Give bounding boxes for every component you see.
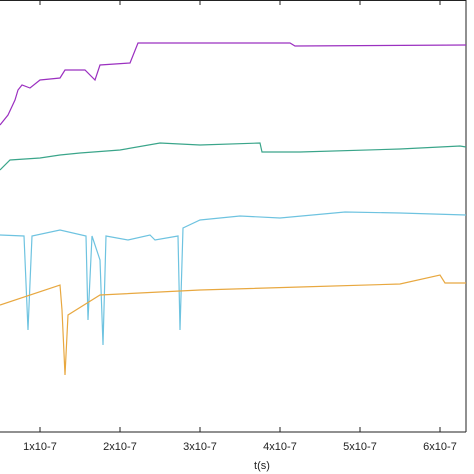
x-tick-label: 3x10-7 xyxy=(183,441,217,453)
x-tick-label: 6x10-7 xyxy=(423,441,457,453)
x-tick-label: 4x10-7 xyxy=(263,441,297,453)
x-tick-label: 1x10-7 xyxy=(23,441,57,453)
x-tick-label: 2x10-7 xyxy=(103,441,137,453)
series-line xyxy=(0,42,467,126)
x-axis-label: t(s) xyxy=(254,460,270,472)
x-tick-label: 5x10-7 xyxy=(343,441,377,453)
series-line xyxy=(0,274,466,376)
series-line xyxy=(0,142,467,171)
series-line xyxy=(0,211,467,346)
